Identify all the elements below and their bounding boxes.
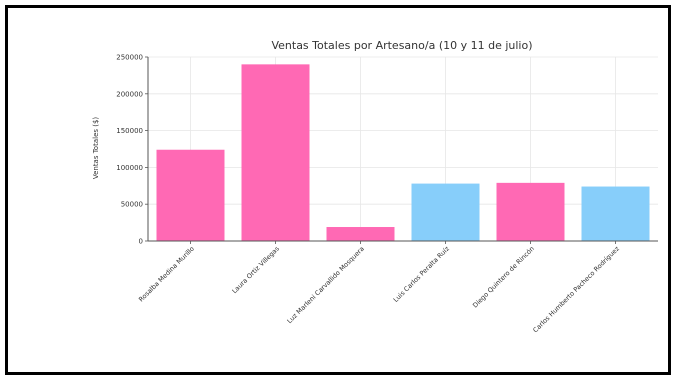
x-tick-label-5: Carlos Humberto Pacheco Rodríguez xyxy=(531,244,621,334)
axes-group xyxy=(147,57,658,242)
y-tick-label-5: 250000 xyxy=(116,54,143,62)
x-tick-label-1: Laura Ortiz Villegas xyxy=(230,244,281,295)
x-ticks-group: Rosalba Medina Murillo Laura Ortiz Villeg… xyxy=(137,241,621,334)
bar-3 xyxy=(411,183,480,241)
y-tick-label-3: 150000 xyxy=(116,127,143,135)
bar-2 xyxy=(326,227,395,241)
y-tick-label-2: 100000 xyxy=(116,164,143,172)
bar-4 xyxy=(496,182,565,241)
y-ticks-group: 0 50000 100000 150000 200000 250000 xyxy=(116,54,148,246)
y-tick-label-1: 50000 xyxy=(121,201,143,209)
bar-1 xyxy=(241,64,310,241)
bar-0 xyxy=(156,149,225,241)
y-tick-label-0: 0 xyxy=(139,238,143,246)
bar-5 xyxy=(581,186,650,241)
y-axis-label: Ventas Totales ($) xyxy=(92,117,100,180)
chart-title: Ventas Totales por Artesano/a (10 y 11 d… xyxy=(271,39,532,52)
x-tick-label-4: Diego Quintero de Rincón xyxy=(471,245,536,310)
x-tick-label-0: Rosalba Medina Murillo xyxy=(137,245,196,304)
bars-group xyxy=(156,64,650,241)
y-tick-label-4: 200000 xyxy=(116,90,143,98)
x-tick-label-3: Luis Carlos Peralta Ruíz xyxy=(392,244,452,304)
x-tick-label-2: Luz Marleni Carvallido Mosquera xyxy=(286,245,366,325)
